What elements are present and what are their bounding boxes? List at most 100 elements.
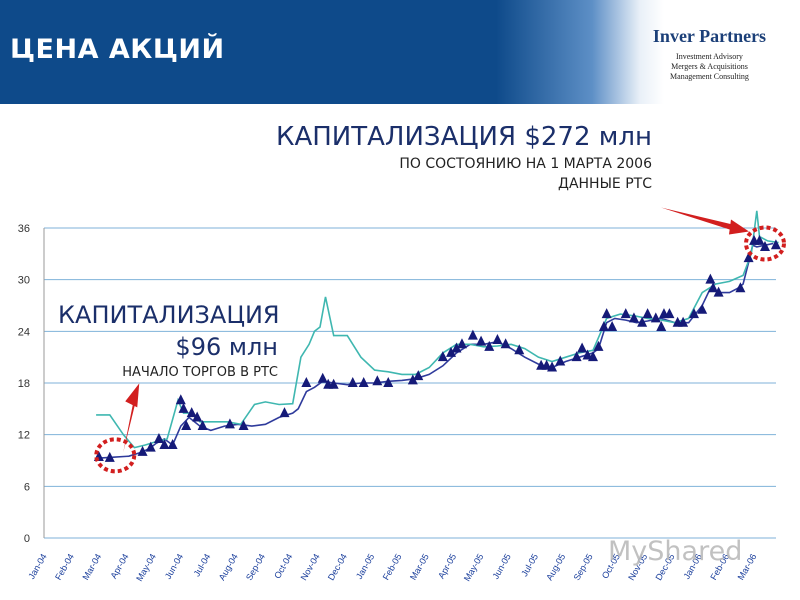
data-point xyxy=(547,361,558,372)
logo-name: Inver Partners xyxy=(652,26,767,46)
data-point xyxy=(104,451,115,462)
y-tick-label: 36 xyxy=(18,223,30,235)
x-tick-label: Jul-05 xyxy=(519,552,540,578)
data-point xyxy=(456,338,467,349)
data-point xyxy=(593,340,604,351)
x-tick-label: Mar-04 xyxy=(80,552,103,582)
data-point xyxy=(372,375,383,386)
data-point xyxy=(713,286,724,297)
x-tick-label: Jun-05 xyxy=(490,552,512,581)
data-point xyxy=(650,312,661,323)
header-banner: ЦЕНА АКЦИЙ Inver Partners Investment Adv… xyxy=(0,0,800,104)
x-tick-label: Apr-04 xyxy=(108,552,130,580)
capitalization-start-value: $96 млн xyxy=(175,333,278,361)
x-tick-label: Sep-04 xyxy=(244,552,267,582)
x-tick-label: Jun-04 xyxy=(163,552,185,581)
capitalization-start-label: КАПИТАЛИЗАЦИЯ xyxy=(58,301,280,329)
data-point xyxy=(197,420,208,431)
series-line xyxy=(95,242,774,459)
data-point xyxy=(153,432,164,443)
data-point xyxy=(413,370,424,381)
data-point xyxy=(145,441,156,452)
data-point xyxy=(476,335,487,346)
y-tick-label: 12 xyxy=(18,430,30,442)
x-tick-label: Aug-04 xyxy=(217,552,240,582)
x-tick-label: Jul-04 xyxy=(192,552,213,578)
watermark: MyShared xyxy=(608,536,743,567)
data-point xyxy=(407,374,418,385)
data-point xyxy=(555,355,566,366)
data-point xyxy=(186,407,197,418)
data-point xyxy=(437,351,448,362)
data-point xyxy=(301,377,312,387)
y-tick-label: 0 xyxy=(24,533,30,545)
data-point xyxy=(628,312,639,323)
data-point xyxy=(754,234,765,245)
data-point xyxy=(175,394,186,405)
capitalization-date: ПО СОСТОЯНИЮ НА 1 МАРТА 2006 xyxy=(399,156,652,172)
capitalization-start-note: НАЧАЛО ТОРГОВ В РТС xyxy=(122,365,278,380)
data-point xyxy=(279,407,290,418)
data-point xyxy=(571,351,582,362)
data-point xyxy=(656,321,667,332)
data-point xyxy=(383,377,394,387)
capitalization-current: КАПИТАЛИЗАЦИЯ $272 млн ПО СОСТОЯНИЮ НА 1… xyxy=(276,120,652,194)
y-tick-label: 6 xyxy=(24,481,30,493)
data-point xyxy=(735,282,746,293)
x-tick-label: Jan-05 xyxy=(354,552,376,581)
x-tick-label: Dec-04 xyxy=(326,552,349,582)
logo-line: Management Consulting xyxy=(670,72,749,81)
x-tick-label: Mar-05 xyxy=(408,552,431,582)
data-point xyxy=(743,252,754,263)
arrow-start-head xyxy=(125,383,140,408)
data-point xyxy=(637,316,648,327)
data-point xyxy=(582,349,593,360)
data-point xyxy=(689,308,700,319)
x-tick-label: Sep-05 xyxy=(572,552,595,582)
data-point xyxy=(224,418,235,429)
data-point xyxy=(577,342,588,353)
data-point xyxy=(514,344,525,355)
x-tick-label: May-05 xyxy=(462,552,486,583)
slide-title: ЦЕНА АКЦИЙ xyxy=(10,34,225,65)
arrow-end xyxy=(660,207,741,233)
data-point xyxy=(770,239,781,250)
data-point xyxy=(451,342,462,353)
data-point xyxy=(601,308,612,319)
x-tick-label: Feb-05 xyxy=(381,552,404,582)
data-point xyxy=(541,359,552,370)
x-tick-label: Apr-05 xyxy=(436,552,458,580)
data-point xyxy=(664,308,675,319)
data-point xyxy=(446,346,457,357)
data-point xyxy=(642,308,653,319)
y-tick-label: 30 xyxy=(18,275,30,287)
data-point xyxy=(167,439,178,449)
data-point xyxy=(705,273,716,284)
capitalization-source: ДАННЫЕ РТС xyxy=(558,176,652,192)
arrow-start xyxy=(123,399,137,453)
data-point xyxy=(137,445,148,456)
data-point xyxy=(492,333,503,344)
x-tick-label: Aug-05 xyxy=(544,552,567,582)
data-point xyxy=(467,329,478,340)
data-point xyxy=(678,316,689,327)
data-point xyxy=(159,439,170,449)
x-tick-label: May-04 xyxy=(134,552,158,583)
data-point xyxy=(358,377,369,387)
x-tick-label: Feb-04 xyxy=(53,552,76,582)
x-tick-label: Oct-04 xyxy=(272,552,294,580)
capitalization-current-value: КАПИТАЛИЗАЦИЯ $272 млн xyxy=(276,122,652,152)
data-point xyxy=(317,372,328,383)
data-point xyxy=(328,378,339,389)
data-point xyxy=(238,420,249,431)
highlight-circle xyxy=(94,437,137,474)
logo-line: Mergers & Acquisitions xyxy=(671,62,748,71)
data-point xyxy=(484,340,495,351)
data-point xyxy=(500,338,511,349)
data-point xyxy=(588,351,598,362)
data-point xyxy=(347,377,358,387)
data-point xyxy=(708,282,719,293)
logo-line: Investment Advisory xyxy=(676,52,743,61)
y-tick-label: 18 xyxy=(18,378,30,390)
